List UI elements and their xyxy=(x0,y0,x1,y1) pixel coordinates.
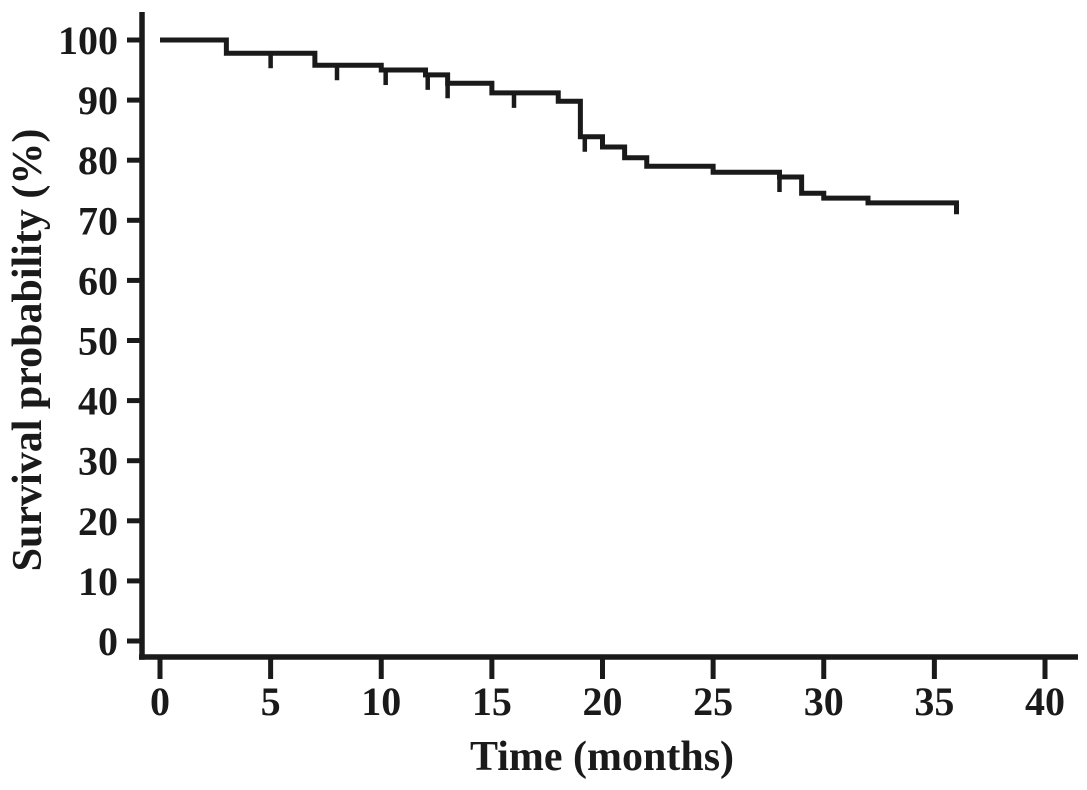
x-axis-title: Time (months) xyxy=(469,734,735,780)
y-tick-label: 100 xyxy=(58,18,118,63)
x-tick-label: 5 xyxy=(261,679,281,724)
y-tick-label: 10 xyxy=(78,559,118,604)
y-tick-label: 30 xyxy=(78,439,118,484)
y-tick-label: 70 xyxy=(78,198,118,243)
x-tick-label: 40 xyxy=(1025,679,1065,724)
y-tick-label: 40 xyxy=(78,379,118,424)
survival-step-curve xyxy=(160,37,959,215)
x-tick-label: 10 xyxy=(361,679,401,724)
y-tick-label: 0 xyxy=(98,619,118,664)
x-tick-label: 15 xyxy=(472,679,512,724)
y-tick-label: 90 xyxy=(78,78,118,123)
x-tick-label: 30 xyxy=(804,679,844,724)
y-tick-label: 50 xyxy=(78,319,118,364)
y-tick-label: 20 xyxy=(78,499,118,544)
x-tick-label: 35 xyxy=(914,679,954,724)
x-tick-label: 0 xyxy=(150,679,170,724)
y-tick-label: 80 xyxy=(78,138,118,183)
y-tick-label: 60 xyxy=(78,258,118,303)
y-axis-title: Survival probability (%) xyxy=(5,128,51,572)
x-tick-label: 20 xyxy=(583,679,623,724)
x-tick-label: 25 xyxy=(693,679,733,724)
